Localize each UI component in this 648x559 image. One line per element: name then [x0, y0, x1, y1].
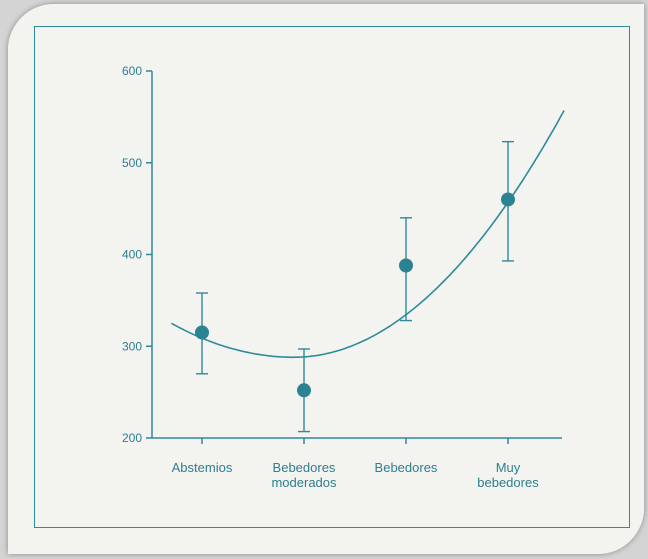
y-tick-label: 600 — [122, 64, 142, 78]
data-point-group — [297, 348, 311, 433]
x-category-label: Bebedores — [273, 460, 336, 475]
y-tick-label: 500 — [122, 156, 142, 170]
data-point-marker — [501, 192, 515, 207]
chart-border — [34, 26, 630, 528]
x-category-label: Bebedores — [375, 460, 438, 475]
data-points — [195, 140, 515, 433]
x-category-label: Muy — [496, 460, 521, 475]
data-point-group — [501, 140, 515, 262]
chart-axes — [151, 71, 562, 439]
x-category-label: bebedores — [477, 475, 539, 490]
y-tick-label: 300 — [122, 339, 142, 353]
data-point-marker — [297, 383, 311, 398]
trend-curve-group — [171, 110, 565, 359]
y-tick-label: 400 — [122, 248, 142, 262]
y-ticks: 200 300 400 500 600 — [122, 64, 152, 445]
data-point-group — [399, 217, 413, 322]
y-tick-label: 200 — [122, 431, 142, 445]
x-category-label: moderados — [271, 475, 337, 490]
trend-curve — [171, 110, 565, 359]
chart-photo-frame — [8, 4, 644, 554]
data-point-marker — [195, 325, 209, 340]
x-category-label: Abstemios — [172, 460, 233, 475]
chart-paper-background — [8, 4, 644, 554]
data-point-marker — [399, 258, 413, 273]
data-point-group — [195, 292, 209, 375]
